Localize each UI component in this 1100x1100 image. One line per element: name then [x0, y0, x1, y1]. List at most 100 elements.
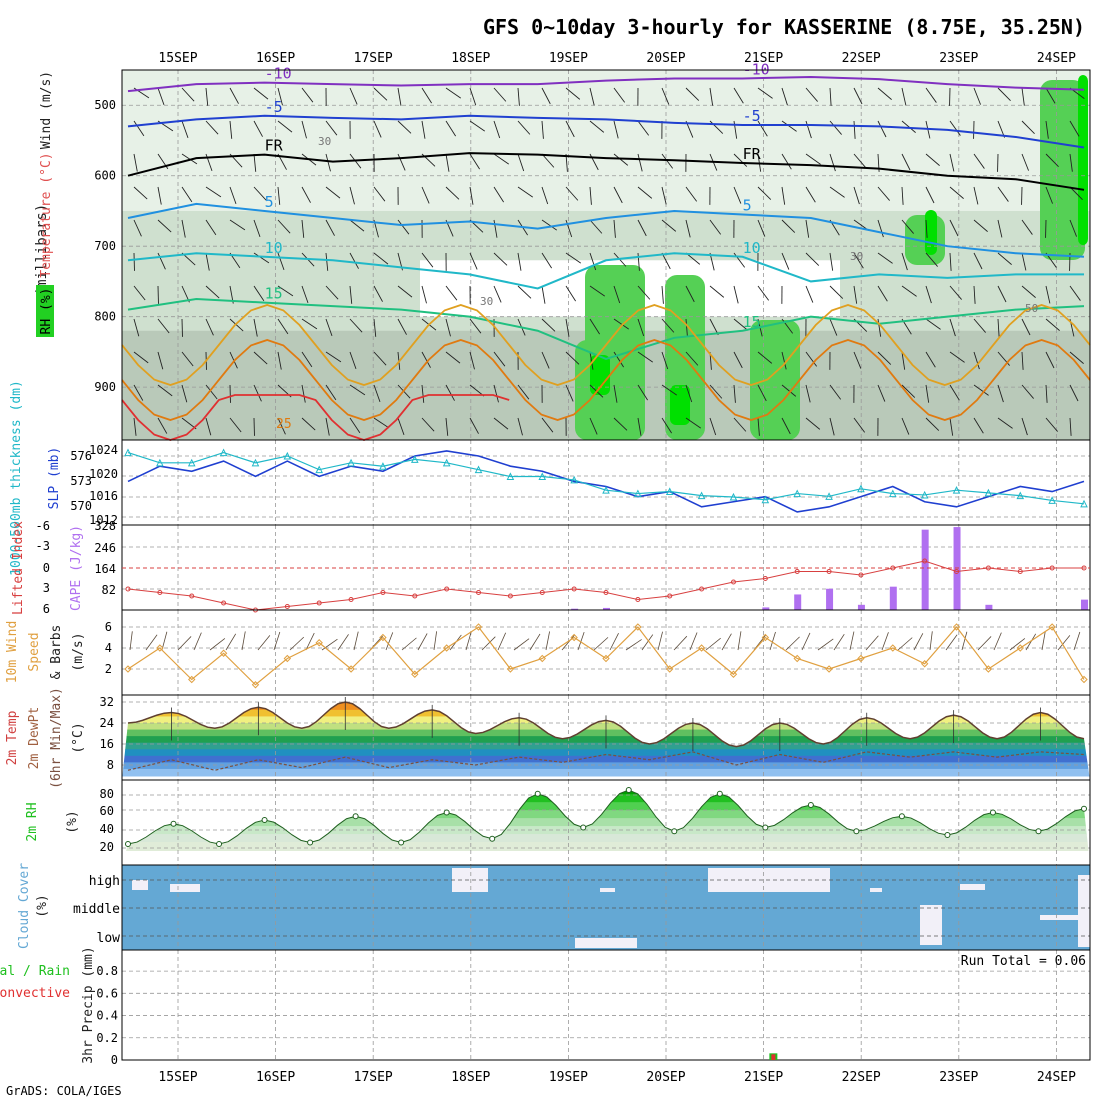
thickness-ylabel: 1000-500mb thickness (dm): [9, 380, 24, 576]
wind-barb: [613, 153, 629, 166]
wind-barb-10m: [513, 638, 530, 651]
wind-barb: [949, 351, 965, 363]
rh-line: [127, 789, 1085, 845]
wind-barb: [133, 219, 142, 237]
wind-barb: [781, 186, 786, 205]
wind-barb: [373, 252, 389, 265]
credit-text: GrADS: COLA/IGES: [6, 1084, 122, 1098]
isotherm-line: [127, 152, 1085, 191]
wind-speed-point: [761, 633, 770, 642]
wind-barb: [781, 153, 792, 170]
wind-barb: [925, 384, 930, 403]
wind-barb: [541, 219, 558, 231]
rh-point: [307, 839, 314, 846]
wind-barb: [253, 120, 263, 137]
cloud-clear-patch: [132, 880, 148, 890]
wind-barb: [949, 186, 964, 199]
wind-barb: [301, 351, 313, 368]
temp-color-band: [122, 755, 1090, 764]
wind-barb: [229, 186, 237, 205]
wind-barb: [853, 87, 863, 105]
rh-point: [534, 790, 541, 797]
wind-barb: [541, 417, 554, 433]
lifted-index-point: [221, 600, 227, 606]
wind-barb: [493, 219, 498, 238]
wind-barb: [925, 87, 937, 103]
thickness-marker: [1080, 499, 1088, 508]
wind-barb: [877, 252, 893, 264]
isotherm-label: -10: [265, 65, 292, 83]
wind-barb-10m: [385, 632, 394, 651]
temp-color-band: [122, 702, 1090, 705]
precip-tick-label: 0.4: [96, 1009, 118, 1023]
cape-tick-label: 164: [94, 562, 116, 576]
wind-barb: [253, 186, 267, 201]
wind-barb: [397, 285, 413, 298]
wind-barb: [805, 285, 814, 303]
wind-barb: [733, 153, 748, 167]
wind-barb: [613, 318, 630, 330]
wind-barb: [1069, 351, 1084, 364]
wind-barb: [373, 417, 390, 429]
thickness-marker: [474, 465, 483, 474]
thickness-tick-label: 570: [70, 499, 92, 513]
wind-barb: [541, 153, 555, 168]
cloud-clear-patch: [600, 888, 615, 892]
ylabel-millibars: (millibars): [34, 204, 50, 297]
wind-barb-10m: [785, 636, 800, 651]
rh-point: [853, 828, 860, 835]
wind-barb: [853, 153, 866, 168]
wind-barb: [1021, 285, 1036, 298]
wind-barb-10m: [433, 631, 438, 651]
wind-barb: [733, 186, 742, 204]
wind-barb: [1045, 417, 1058, 432]
wind-barb: [973, 219, 988, 232]
wind-barb: [157, 318, 170, 334]
lifted-index-point: [125, 586, 131, 592]
rh-point: [1081, 805, 1087, 812]
lifted-index-point: [412, 593, 418, 599]
pressure-tick-label: 700: [94, 239, 116, 253]
wind-barb: [229, 417, 242, 433]
wind-barb: [421, 120, 426, 139]
wind-barb: [1069, 417, 1072, 436]
wind-barb: [589, 285, 606, 297]
wind-barb: [805, 120, 812, 139]
wind-barb: [997, 318, 1000, 337]
wind-barb: [565, 87, 581, 100]
wind-barb: [397, 153, 406, 171]
wind-barb: [805, 87, 818, 102]
wind-barb: [853, 120, 856, 139]
wind-barb: [1045, 120, 1049, 139]
wind-barb: [661, 384, 678, 396]
rh-saturated-cell: [670, 385, 690, 425]
wind-barb: [445, 351, 461, 364]
bottom-date-label: 18SEP: [451, 1070, 490, 1085]
rh-ylabel: 2m RH: [25, 802, 40, 841]
wind-barb: [709, 87, 714, 106]
thickness-marker: [1048, 496, 1056, 504]
wind-barb: [421, 417, 435, 432]
wind-speed-point: [315, 639, 323, 647]
wind-barb: [709, 417, 717, 436]
wind-barb: [829, 318, 838, 336]
wind-speed-point: [411, 670, 419, 678]
wind-barb: [253, 351, 268, 365]
wind-barb-10m: [881, 632, 889, 651]
wind-barb: [589, 87, 595, 106]
cloud-clear-patch: [870, 888, 882, 892]
wind-barb-10m: [193, 632, 202, 651]
wind-barb: [325, 417, 330, 436]
cape-bar: [857, 604, 865, 610]
cape-tick-label: 82: [102, 583, 116, 597]
top-date-label: 24SEP: [1037, 51, 1076, 66]
wind-barb: [973, 252, 983, 270]
wind-barb: [493, 87, 507, 102]
wind-barb: [925, 318, 941, 330]
lifted-index-point: [189, 593, 195, 599]
wind-barb: [325, 351, 342, 363]
lifted-index-point: [603, 590, 609, 595]
wind-barb: [997, 219, 1003, 238]
lifted-index-point: [1081, 565, 1087, 571]
wind-barb-10m: [929, 631, 933, 651]
